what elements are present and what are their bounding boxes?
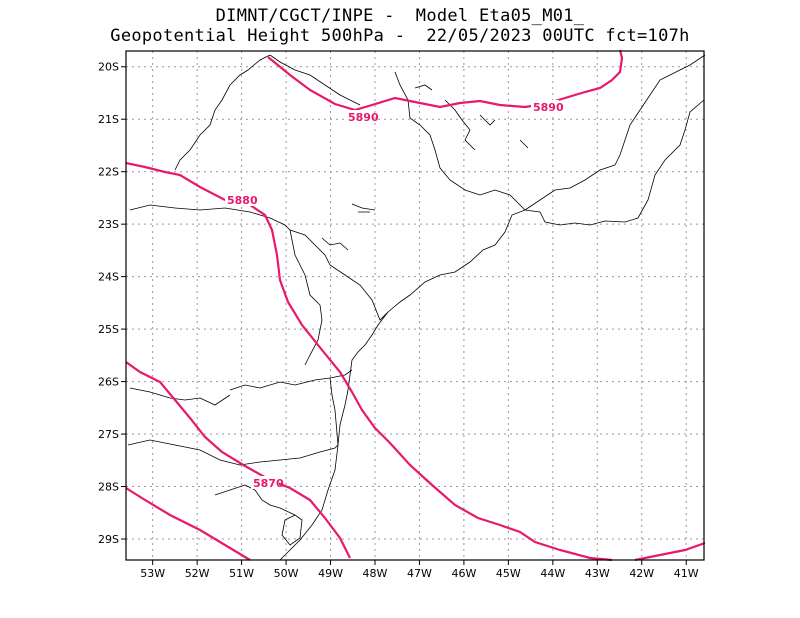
lake-2 xyxy=(351,203,376,213)
contour-low xyxy=(125,487,251,561)
lon-tick-label: 41W xyxy=(674,567,699,580)
lake-4 xyxy=(414,84,433,91)
map-title-line2: Geopotential Height 500hPa - 22/05/2023 … xyxy=(110,26,690,46)
border-mg-rj xyxy=(524,164,616,211)
lon-tick-label: 51W xyxy=(229,567,254,580)
lon-tick-label: 52W xyxy=(185,567,210,580)
border-pr-ms xyxy=(129,204,291,231)
border-mg-sp xyxy=(394,71,526,211)
lon-tick-label: 45W xyxy=(496,567,521,580)
contour-5870 xyxy=(125,361,351,559)
lon-tick-label: 53W xyxy=(140,567,165,580)
lat-tick-label: 24S xyxy=(98,271,119,284)
contour-label-5890-a: 5890 xyxy=(348,111,379,124)
lat-tick-label: 28S xyxy=(98,481,119,494)
lat-tick-label: 23S xyxy=(98,218,119,231)
contour-5880 xyxy=(125,161,613,562)
lat-tick-label: 21S xyxy=(98,113,119,126)
contour-labels: 5890 5890 5880 5870 xyxy=(225,100,564,490)
grid-lines xyxy=(126,51,704,560)
lon-tick-label: 42W xyxy=(629,567,654,580)
lat-tick-label: 22S xyxy=(98,166,119,179)
contour-east xyxy=(634,541,706,562)
lake-1 xyxy=(444,99,496,151)
contour-5890-north xyxy=(267,49,624,112)
lat-tick-label: 26S xyxy=(98,376,119,389)
map-frame xyxy=(125,50,705,561)
lake-5 xyxy=(519,139,529,149)
border-pr-west xyxy=(289,229,323,366)
lon-tick-label: 47W xyxy=(407,567,432,580)
lon-tick-label: 46W xyxy=(451,567,476,580)
border-mg-es xyxy=(614,54,706,166)
contour-label-5880: 5880 xyxy=(227,194,258,207)
lat-tick-label: 20S xyxy=(98,61,119,74)
tick-labels: 53W 52W 51W 50W 49W 48W 47W 46W 45W 44W 43W 42W 41W 2… xyxy=(98,61,699,580)
lon-tick-label: 50W xyxy=(274,567,299,580)
lon-tick-label: 44W xyxy=(540,567,565,580)
lat-tick-label: 29S xyxy=(98,533,119,546)
map-title-line1: DIMNT/CGCT/INPE - Model Eta05_M01_ xyxy=(215,6,585,26)
contour-label-5870: 5870 xyxy=(253,477,284,490)
border-rs-int xyxy=(329,377,339,446)
border-arg xyxy=(129,387,231,406)
border-sc-rs xyxy=(127,439,339,466)
coastline xyxy=(279,99,705,561)
border-rs-uy xyxy=(214,484,296,516)
lon-tick-label: 48W xyxy=(363,567,388,580)
borders xyxy=(127,54,706,561)
lake-3 xyxy=(321,237,349,251)
border-sp-ms xyxy=(269,54,361,106)
lon-tick-label: 43W xyxy=(585,567,610,580)
lat-tick-label: 27S xyxy=(98,428,119,441)
lat-tick-label: 25S xyxy=(98,323,119,336)
contours xyxy=(125,49,706,562)
lagoon xyxy=(281,514,303,546)
lon-tick-label: 49W xyxy=(318,567,343,580)
contour-label-5890-b: 5890 xyxy=(533,101,564,114)
border-pr-sc xyxy=(229,369,353,391)
border-pr-sp xyxy=(289,229,389,321)
border-go-ms xyxy=(174,54,271,171)
